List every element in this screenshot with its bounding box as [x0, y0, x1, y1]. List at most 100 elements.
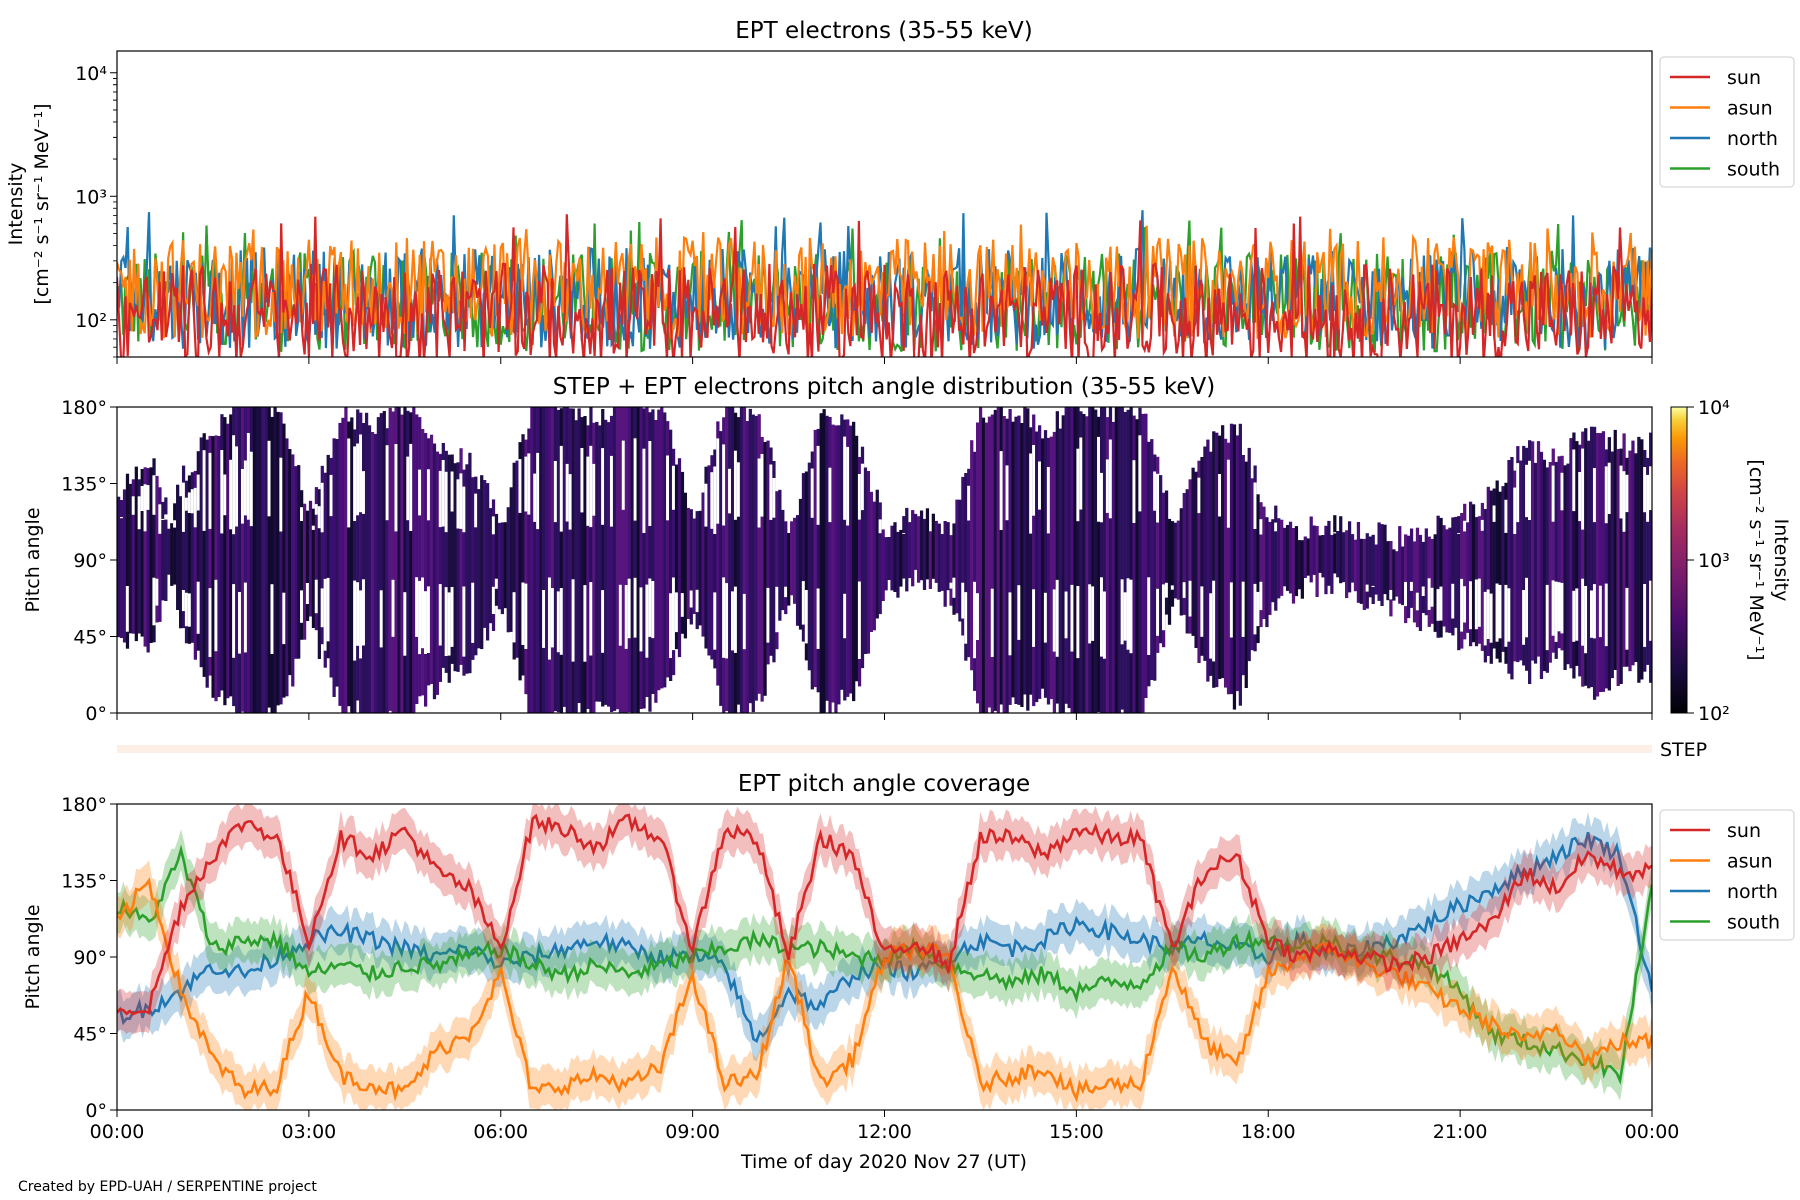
heatmap-column	[1616, 449, 1620, 686]
panel2-x-axis	[116, 713, 1653, 720]
heatmap-gap	[300, 507, 304, 521]
heatmap-gap	[418, 469, 422, 516]
heatmap-gap	[586, 456, 590, 526]
heatmap-column	[973, 451, 977, 691]
heatmap-gap	[860, 463, 865, 511]
heatmap-gap	[1474, 579, 1479, 630]
heatmap-column	[1486, 486, 1490, 656]
heatmap-column	[692, 518, 696, 614]
heatmap-column	[1138, 407, 1142, 713]
heatmap-column	[1457, 516, 1461, 651]
colorbar	[1670, 406, 1688, 714]
heatmap-column	[887, 537, 891, 580]
heatmap-column	[1253, 465, 1257, 652]
heatmap-gap	[447, 592, 451, 656]
panel2-ytick-label: 0°	[85, 703, 107, 725]
heatmap-gap	[1333, 532, 1337, 534]
heatmap-column	[745, 421, 750, 713]
heatmap-column	[1126, 409, 1130, 713]
heatmap-column	[1395, 551, 1399, 597]
heatmap-gap	[1129, 579, 1133, 654]
heatmap-gap	[282, 592, 286, 645]
heatmap-gap	[196, 474, 200, 511]
heatmap-column	[329, 457, 333, 678]
panel3-legend: sun asun north south	[1659, 809, 1795, 941]
heatmap-column	[441, 443, 445, 668]
heatmap-column	[385, 428, 389, 713]
heatmap-column	[1445, 529, 1449, 633]
heatmap-gap	[1120, 579, 1124, 645]
heatmap-column	[609, 415, 614, 712]
heatmap-gap	[722, 444, 726, 526]
heatmap-gap	[462, 586, 466, 657]
heatmap-gap	[772, 478, 776, 518]
heatmap-column	[1312, 525, 1316, 575]
heatmap-column	[258, 407, 262, 713]
heatmap-gap	[317, 506, 321, 529]
heatmap-column	[500, 522, 504, 615]
xtick-label: 00:00	[90, 1121, 145, 1143]
heatmap-column	[725, 407, 729, 711]
heatmap-column	[1203, 446, 1207, 661]
panel2-ytick-label: 135°	[61, 474, 107, 496]
heatmap-column	[1274, 505, 1278, 611]
heatmap-column	[264, 407, 268, 713]
heatmap-column	[1256, 494, 1260, 644]
heatmap-column	[131, 479, 136, 634]
heatmap-column	[869, 491, 873, 632]
heatmap-gap	[173, 520, 177, 528]
heatmap-column	[1150, 439, 1154, 680]
heatmap-column	[1327, 520, 1331, 586]
heatmap-column	[645, 407, 649, 697]
heatmap-column	[506, 507, 510, 633]
heatmap-column	[294, 466, 298, 659]
heatmap-column	[181, 465, 186, 629]
heatmap-column	[565, 407, 569, 713]
heatmap-column	[896, 531, 900, 598]
heatmap-column	[713, 449, 717, 669]
heatmap-gap	[846, 446, 850, 526]
heatmap-column	[1637, 436, 1641, 683]
heatmap-gap	[229, 459, 233, 530]
heatmap-column	[220, 414, 224, 691]
heatmap-gap	[710, 472, 714, 529]
legend-label-sun: sun	[1727, 67, 1761, 89]
heatmap-gap	[674, 592, 679, 633]
panel3-title: EPT pitch angle coverage	[738, 771, 1030, 797]
heatmap-column	[326, 454, 330, 659]
heatmap-gap	[1516, 463, 1520, 523]
heatmap-gap	[235, 446, 239, 527]
heatmap-gap	[583, 585, 587, 662]
heatmap-column	[1108, 407, 1113, 713]
heatmap-gap	[181, 482, 186, 532]
heatmap-gap	[1522, 590, 1526, 645]
heatmap-gap	[152, 577, 156, 626]
panel3-x-axis: 00:00 03:00 06:00 09:00 12:00 15:00 18:00 21:00…	[90, 1110, 1679, 1143]
heatmap-column	[164, 497, 168, 601]
legend-label-south: south	[1727, 159, 1780, 181]
heatmap-column	[134, 466, 138, 642]
heatmap-gap	[689, 590, 693, 608]
heatmap-gap	[279, 457, 283, 532]
legend-label-north: north	[1727, 128, 1778, 150]
heatmap-column	[1043, 430, 1048, 698]
heatmap-column	[1471, 504, 1476, 643]
heatmap-column	[636, 407, 640, 713]
heatmap-column	[1321, 535, 1325, 578]
heatmap-gap	[1274, 522, 1278, 532]
heatmap-column	[350, 417, 354, 713]
heatmap-column	[813, 429, 817, 688]
heatmap-column	[964, 473, 968, 661]
heatmap-column	[775, 491, 779, 650]
heatmap-gap	[1259, 581, 1263, 611]
heatmap-column	[158, 487, 162, 622]
heatmap-column	[1339, 516, 1343, 584]
heatmap-column	[550, 407, 555, 713]
heatmap-column	[503, 522, 507, 609]
heatmap-column	[1315, 526, 1319, 597]
heatmap-column	[480, 475, 484, 650]
heatmap-gap	[246, 433, 251, 520]
heatmap-gap	[187, 593, 192, 627]
heatmap-gap	[356, 443, 360, 516]
heatmap-column	[1542, 459, 1547, 672]
